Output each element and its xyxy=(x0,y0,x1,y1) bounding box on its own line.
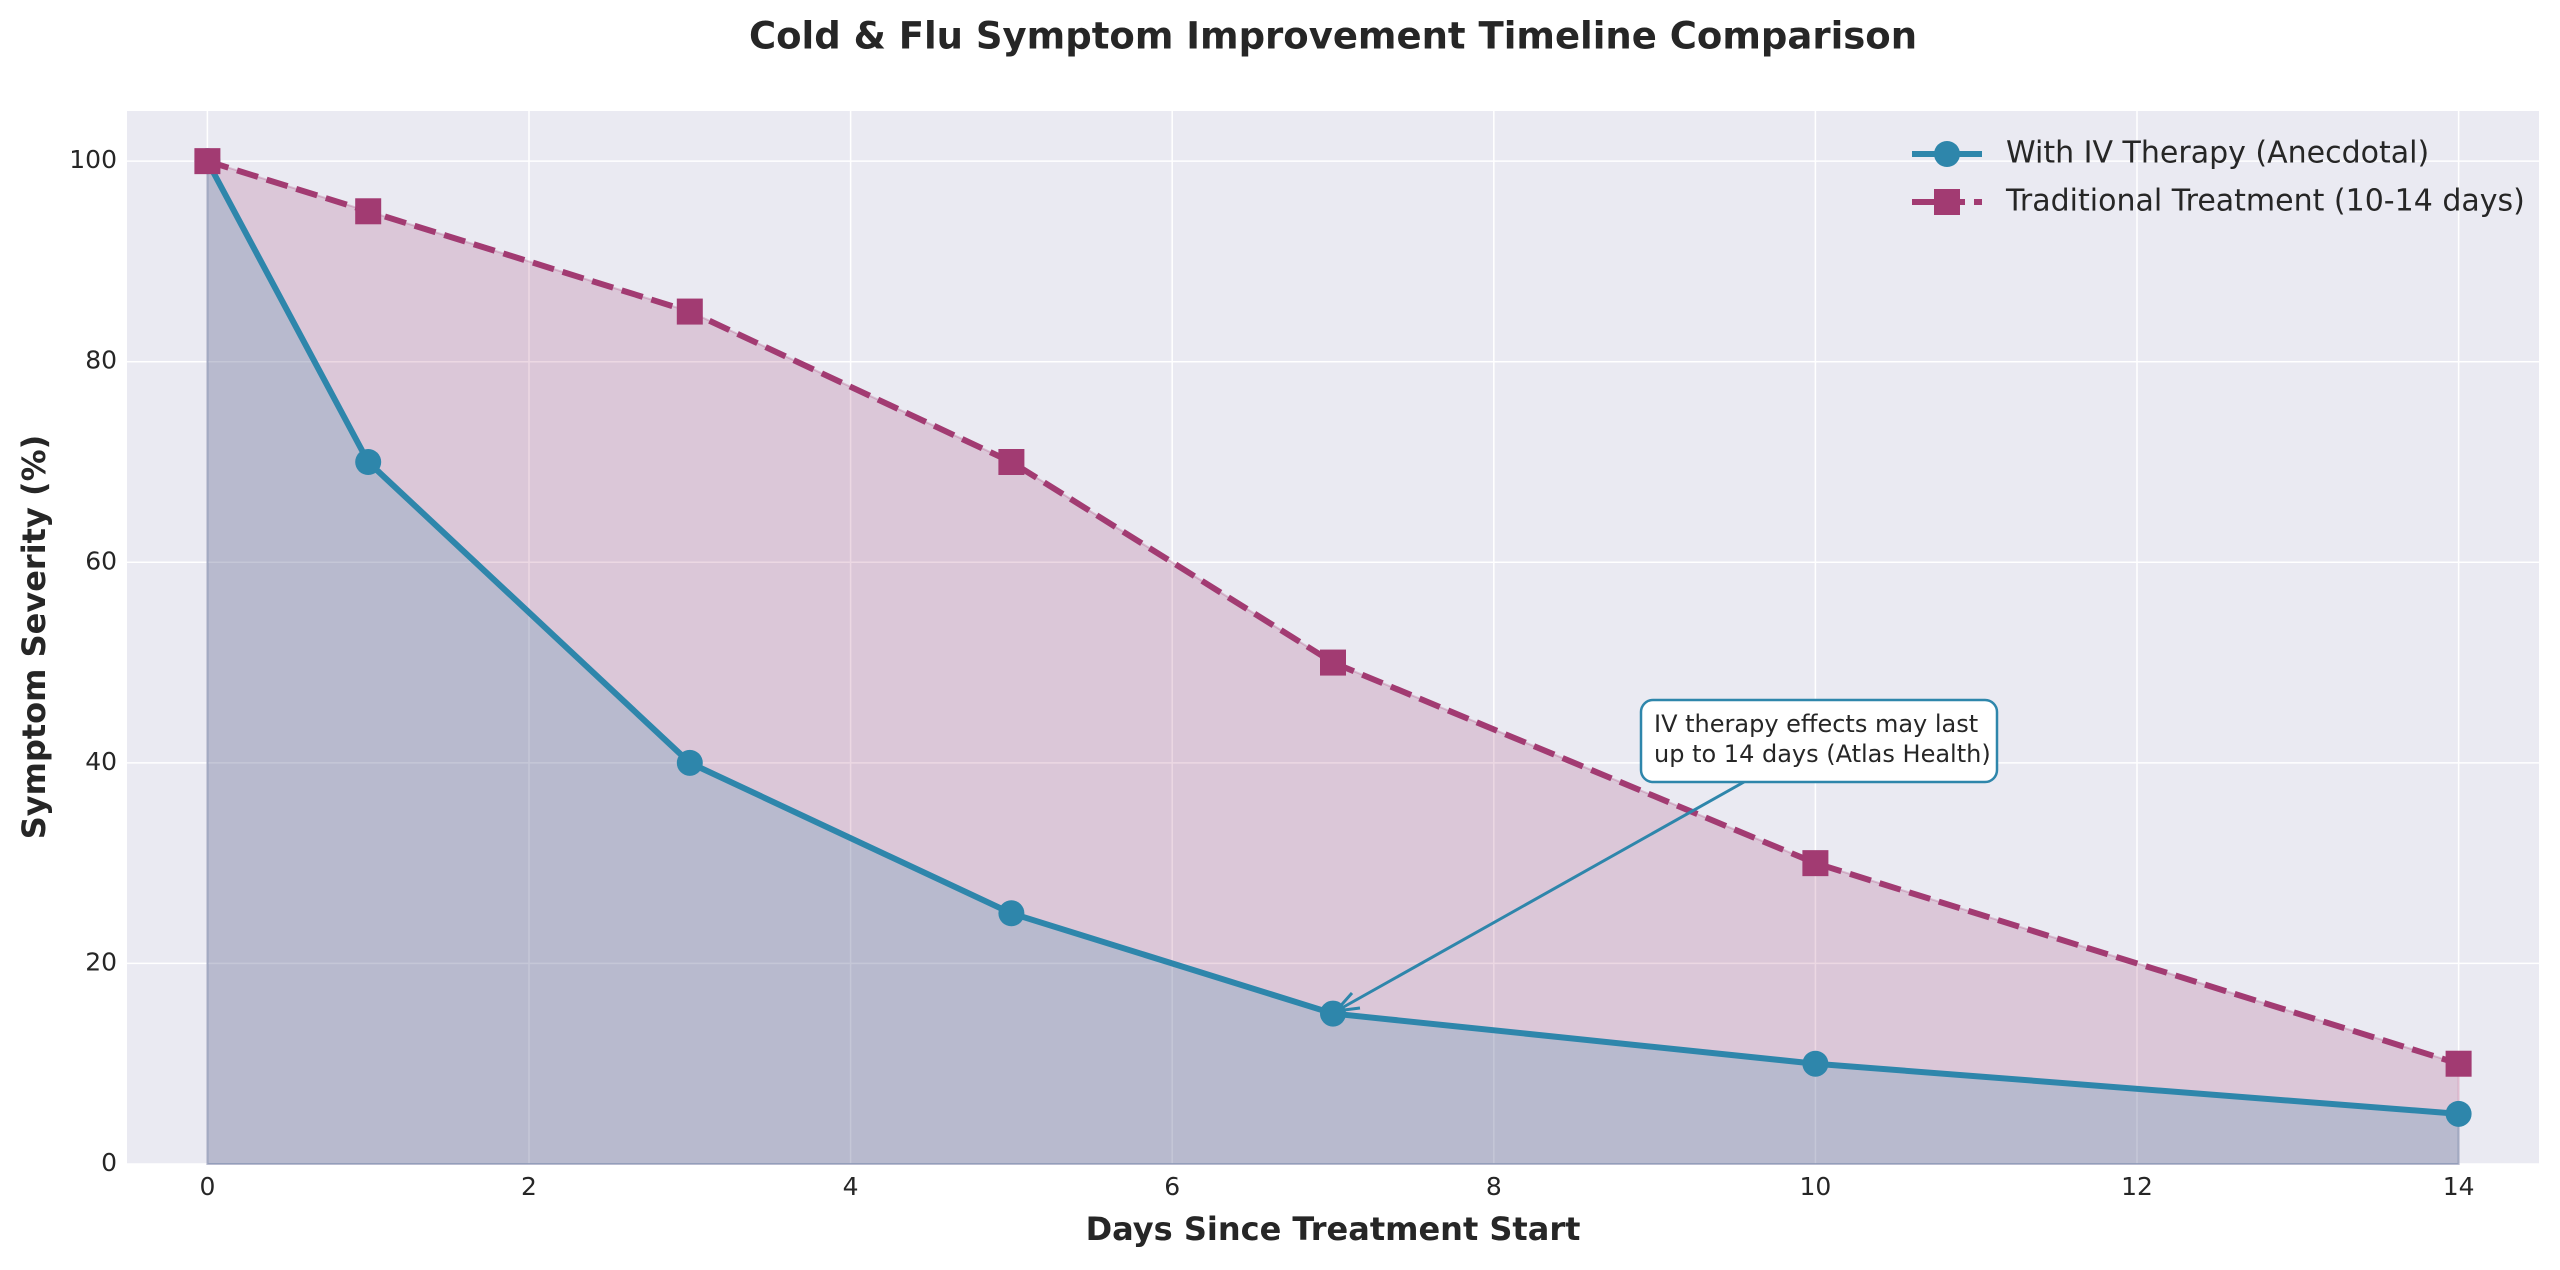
marker xyxy=(676,298,703,325)
marker xyxy=(1802,1050,1829,1077)
chart-title: Cold & Flu Symptom Improvement Timeline … xyxy=(749,15,1917,58)
x-tick-label: 14 xyxy=(2443,1172,2475,1201)
y-tick-label: 40 xyxy=(85,747,117,776)
y-tick-label: 80 xyxy=(85,346,117,375)
x-tick-label: 8 xyxy=(1486,1172,1502,1201)
annotation-box xyxy=(1639,698,1999,784)
x-tick-label: 4 xyxy=(843,1172,859,1201)
marker xyxy=(1802,850,1829,877)
y-tick-label: 0 xyxy=(101,1148,117,1177)
annotation-text: IV therapy effects may last xyxy=(1654,710,1978,738)
y-tick-label: 100 xyxy=(69,145,117,174)
legend-label: With IV Therapy (Anecdotal) xyxy=(2006,136,2429,171)
x-tick-label: 12 xyxy=(2121,1172,2153,1201)
marker xyxy=(1320,649,1346,676)
x-tick-label: 10 xyxy=(1799,1172,1831,1201)
marker xyxy=(355,198,382,225)
annotation-arrow xyxy=(1339,780,1745,1011)
y-axis-label: Symptom Severity (%) xyxy=(15,435,53,840)
marker xyxy=(355,449,382,475)
grid xyxy=(127,111,2539,1165)
x-tick-label: 2 xyxy=(521,1172,537,1201)
x-tick-label: 0 xyxy=(199,1172,215,1201)
marker xyxy=(2445,1050,2472,1077)
marker xyxy=(2445,1100,2472,1127)
legend-label: Traditional Treatment (10-14 days) xyxy=(2005,184,2525,219)
marks xyxy=(194,148,2472,1165)
legend-marker xyxy=(1934,189,1960,215)
marker xyxy=(998,900,1025,927)
x-tick-label: 6 xyxy=(1164,1172,1180,1201)
marker xyxy=(194,148,221,175)
annotation-text: up to 14 days (Atlas Health) xyxy=(1654,740,1991,768)
x-axis-label: Days Since Treatment Start xyxy=(1086,1210,1581,1248)
legend: With IV Therapy (Anecdotal) Traditional T… xyxy=(1912,136,2525,219)
y-tick-label: 60 xyxy=(85,546,117,575)
legend-marker xyxy=(1934,141,1960,167)
marker xyxy=(998,449,1025,475)
marker xyxy=(676,749,703,776)
y-tick-label: 20 xyxy=(85,947,117,976)
annotation-arrowhead xyxy=(1334,992,1361,1013)
